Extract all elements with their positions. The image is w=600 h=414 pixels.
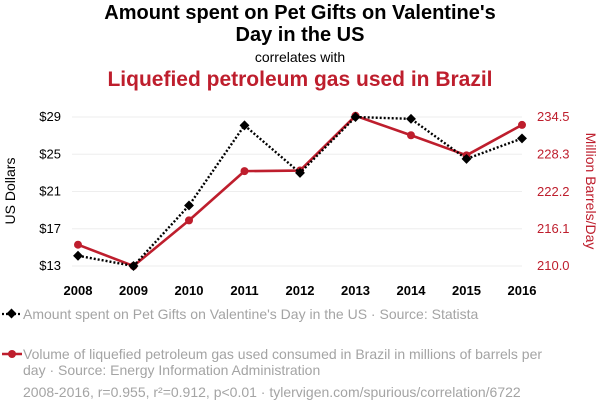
y-right-tick-label: 216.1 <box>537 221 570 236</box>
x-tick-label: 2012 <box>286 283 315 298</box>
y-right-tick-label: 228.3 <box>537 147 570 162</box>
y-left-tick-label: $17 <box>39 221 61 236</box>
y-right-tick-label: 210.0 <box>537 258 570 273</box>
chart-title: Amount spent on Pet Gifts on Valentine's… <box>0 2 600 46</box>
x-tick-label: 2016 <box>508 283 537 298</box>
x-tick-label: 2010 <box>175 283 204 298</box>
x-tick-label: 2008 <box>64 283 93 298</box>
x-tick-label: 2015 <box>452 283 481 298</box>
x-tick-label: 2009 <box>119 283 148 298</box>
series1-point <box>128 261 139 271</box>
legend-text-series2: Volume of liquefied petroleum gas used c… <box>23 346 543 378</box>
series2-point <box>74 240 82 249</box>
y-left-tick-label: $13 <box>39 258 61 273</box>
y-left-tick-label: $25 <box>39 146 61 161</box>
dotted-diamond-icon <box>2 308 22 319</box>
series1-point <box>73 250 83 261</box>
title-line-1: Amount spent on Pet Gifts on Valentine's <box>104 2 496 24</box>
series2-line <box>77 114 523 268</box>
correlates-label: correlates with <box>254 49 346 65</box>
footer-stats: 2008-2016, r=0.955, r²=0.912, p<0.01 · t… <box>23 384 521 400</box>
y-left-tick-label: $29 <box>39 109 61 124</box>
y-right-tick-label: 234.5 <box>537 109 570 124</box>
chart-subtitle: Liquefied petroleum gas used in Brazil <box>107 68 493 91</box>
title-line-2: Day in the US <box>235 24 365 46</box>
y-axis-title-right: Million Barrels/Day <box>583 133 599 250</box>
x-tick-label: 2013 <box>341 283 370 298</box>
legend-text-series1: Amount spent on Pet Gifts on Valentine's… <box>23 306 479 322</box>
x-tick-label: 2014 <box>397 283 427 298</box>
series2-point <box>240 167 249 176</box>
series2-point <box>407 131 415 140</box>
x-tick-label: 2011 <box>230 283 258 298</box>
series1-point <box>461 153 472 164</box>
y-right-tick-label: 222.2 <box>537 184 570 199</box>
series1-point <box>239 120 250 131</box>
series2-point <box>518 120 526 129</box>
legend-item-series2[interactable]: Volume of liquefied petroleum gas used c… <box>0 346 560 378</box>
y-axis-title-left: US Dollars <box>2 158 18 225</box>
series1-point <box>184 200 194 211</box>
series1-point <box>295 167 305 178</box>
y-left-tick-label: $21 <box>39 184 61 199</box>
series2-point <box>185 216 193 225</box>
legend-item-series1[interactable]: Amount spent on Pet Gifts on Valentine's… <box>0 306 560 322</box>
series1-point <box>517 133 527 144</box>
solid-circle-icon <box>2 350 22 358</box>
